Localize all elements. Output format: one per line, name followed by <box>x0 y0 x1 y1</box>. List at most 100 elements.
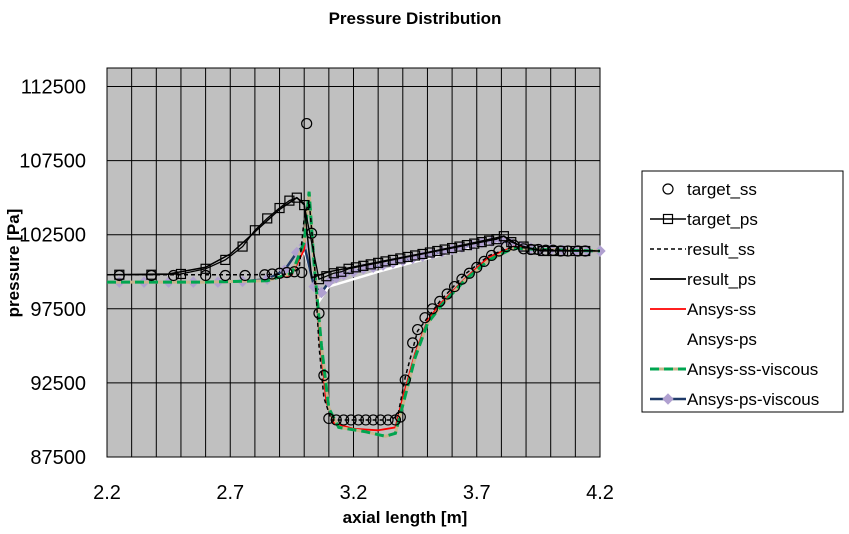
y-tick-label: 107500 <box>19 151 86 173</box>
data-point-square <box>274 202 285 214</box>
data-point-square <box>291 192 302 203</box>
data-point-circle <box>456 273 468 285</box>
legend-item-ansys-ss-viscous: Ansys-ss-viscous <box>650 360 818 379</box>
legend-box <box>641 170 844 413</box>
legend-label: target_ss <box>687 180 757 199</box>
chart-title: Pressure Distribution <box>329 9 502 28</box>
data-point-circle <box>547 244 559 256</box>
data-point-circle <box>471 261 483 273</box>
data-point-square <box>313 274 325 285</box>
data-point-square <box>447 242 458 254</box>
data-point-square <box>417 248 428 260</box>
data-point-circle <box>382 414 394 426</box>
data-point-circle <box>167 269 180 282</box>
legend-item-ansys-ps: Ansys-ps <box>650 330 757 349</box>
data-point-square <box>365 259 376 270</box>
data-point-square <box>483 235 495 246</box>
x-axis-ticks: 2.2 2.7 3.2 3.7 4.2 <box>93 482 614 504</box>
data-point-square <box>343 263 354 274</box>
data-point-circle <box>273 267 286 279</box>
data-point-square <box>358 260 369 271</box>
data-point-square <box>373 257 384 268</box>
data-point-square <box>336 266 347 277</box>
data-point-square <box>387 254 399 266</box>
y-tick-label: 97500 <box>30 299 86 321</box>
y-axis-label: pressure [Pa] <box>4 209 23 318</box>
data-point-circle <box>394 411 406 423</box>
data-point-circle <box>259 269 271 281</box>
x-axis-label: axial length [m] <box>343 508 468 527</box>
series-line <box>107 191 601 432</box>
data-point-circle <box>281 266 293 279</box>
legend: target_ss target_ps result_ss result_ps Ansy… <box>641 170 844 413</box>
data-point-circle <box>145 269 157 282</box>
x-tick-label: 2.7 <box>216 482 244 504</box>
data-point-square <box>491 234 502 245</box>
x-tick-label: 2.2 <box>93 482 121 504</box>
data-point-square <box>432 245 443 257</box>
data-point-square <box>395 253 406 264</box>
data-point-square <box>476 237 487 248</box>
series-target-ss <box>113 117 591 426</box>
data-point-square <box>461 239 472 251</box>
legend-item-target-ss: target_ss <box>662 180 757 199</box>
data-point-circle <box>313 307 325 319</box>
data-point-square <box>321 271 332 282</box>
legend-label: result_ss <box>687 240 755 259</box>
data-point-circle <box>554 245 567 257</box>
legend-label: Ansys-ps <box>687 330 757 349</box>
data-point-circle <box>318 369 330 382</box>
data-point-circle <box>305 227 318 239</box>
data-point-circle <box>463 267 475 279</box>
y-tick-label: 102500 <box>19 225 86 247</box>
data-point-square <box>284 195 295 206</box>
y-tick-label: 87500 <box>30 447 86 469</box>
legend-item-ansys-ps-viscous: Ansys-ps-viscous <box>650 390 819 409</box>
data-point-circle <box>500 240 512 253</box>
data-point-circle <box>330 414 342 426</box>
data-point-circle <box>399 374 411 386</box>
data-point-circle <box>407 337 419 349</box>
series-ansys-ss-viscous <box>107 191 601 438</box>
plot-area <box>106 67 601 458</box>
y-axis-ticks: 87500 92500 97500 102500 107500 112500 <box>19 77 86 469</box>
data-point-square <box>175 268 187 280</box>
x-tick-label: 3.7 <box>463 482 491 504</box>
data-point-circle <box>478 255 490 267</box>
data-point-square <box>249 225 260 236</box>
series-line <box>119 196 586 281</box>
data-point-circle <box>434 295 446 307</box>
legend-label: Ansys-ss-viscous <box>687 360 818 379</box>
data-point-circle <box>288 266 300 278</box>
legend-item-result-ss: result_ss <box>650 240 755 259</box>
data-point-circle <box>266 268 278 280</box>
legend-item-target-ps: target_ps <box>650 210 758 229</box>
x-tick-label: 4.2 <box>586 482 614 504</box>
data-point-square <box>350 262 362 273</box>
x-tick-label: 3.2 <box>340 482 368 504</box>
data-point-circle <box>338 414 350 426</box>
data-point-circle <box>301 117 313 130</box>
data-point-circle <box>360 414 372 426</box>
data-point-circle <box>508 239 520 251</box>
data-point-circle <box>296 266 308 279</box>
data-point-circle <box>572 245 584 257</box>
data-point-square <box>410 250 421 261</box>
data-point-diamond <box>662 393 674 405</box>
data-point-square <box>299 199 310 211</box>
legend-label: Ansys-ss <box>687 300 756 319</box>
data-point-square <box>424 247 436 258</box>
data-point-square <box>237 241 248 252</box>
data-point-circle <box>419 312 431 324</box>
data-point-square <box>439 244 450 255</box>
data-point-circle <box>532 243 544 256</box>
data-point-circle <box>239 269 251 282</box>
data-point-circle <box>662 183 674 195</box>
data-point-diamond <box>594 245 606 257</box>
data-point-circle <box>448 280 461 293</box>
data-point-square <box>200 263 211 274</box>
data-point-circle <box>367 414 379 426</box>
legend-item-result-ps: result_ps <box>650 270 756 289</box>
data-point-circle <box>113 269 125 282</box>
